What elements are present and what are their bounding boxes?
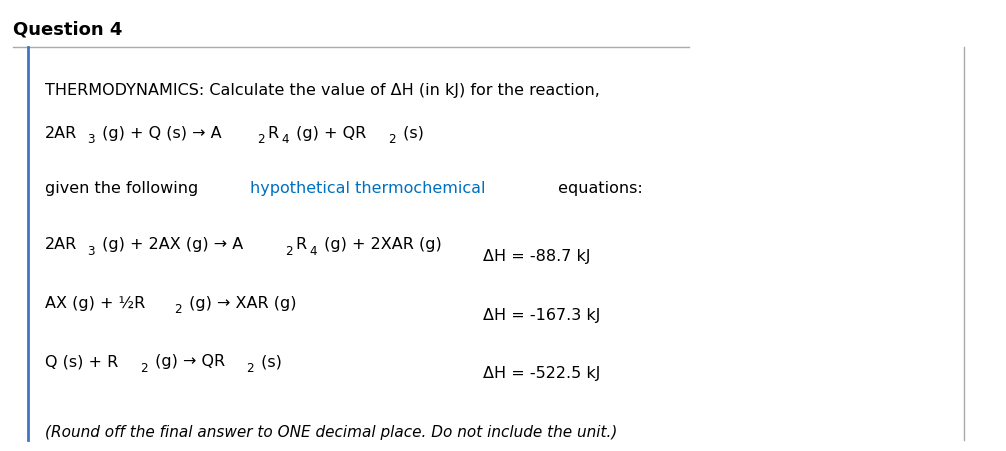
Text: 3: 3: [87, 133, 95, 147]
Text: 2AR: 2AR: [45, 125, 77, 141]
Text: 2: 2: [140, 362, 148, 375]
Text: (g) + 2AX (g) → A: (g) + 2AX (g) → A: [97, 237, 243, 252]
Text: 2: 2: [246, 362, 255, 375]
Text: 4: 4: [310, 245, 317, 258]
Text: 4: 4: [282, 133, 289, 147]
Text: hypothetical thermochemical: hypothetical thermochemical: [249, 181, 485, 196]
Text: given the following: given the following: [45, 181, 203, 196]
Text: R: R: [268, 125, 279, 141]
Text: Question 4: Question 4: [13, 20, 123, 38]
Text: THERMODYNAMICS: Calculate the value of ΔH (in kJ) for the reaction,: THERMODYNAMICS: Calculate the value of Δ…: [45, 83, 601, 98]
Text: 2AR: 2AR: [45, 237, 77, 252]
Text: equations:: equations:: [553, 181, 643, 196]
Text: (s): (s): [398, 125, 425, 141]
Text: 2: 2: [175, 304, 182, 317]
Text: (g) → QR: (g) → QR: [150, 354, 224, 369]
Text: R: R: [296, 237, 307, 252]
Text: ΔH = -522.5 kJ: ΔH = -522.5 kJ: [483, 366, 601, 381]
Text: 2: 2: [258, 133, 266, 147]
Text: (s): (s): [257, 354, 283, 369]
Text: 3: 3: [87, 245, 95, 258]
Text: Q (s) + R: Q (s) + R: [45, 354, 119, 369]
Text: 2: 2: [388, 133, 396, 147]
Text: (g) + QR: (g) + QR: [292, 125, 366, 141]
Text: ΔH = -167.3 kJ: ΔH = -167.3 kJ: [483, 308, 601, 322]
Text: (Round off the final answer to ONE decimal place. Do not include the unit.): (Round off the final answer to ONE decim…: [45, 425, 618, 440]
Text: AX (g) + ½R: AX (g) + ½R: [45, 295, 146, 311]
Text: ΔH = -88.7 kJ: ΔH = -88.7 kJ: [483, 249, 591, 264]
Text: (g) + Q (s) → A: (g) + Q (s) → A: [97, 125, 221, 141]
Text: 2: 2: [286, 245, 293, 258]
Text: (g) + 2XAR (g): (g) + 2XAR (g): [319, 237, 442, 252]
Text: (g) → XAR (g): (g) → XAR (g): [184, 295, 297, 311]
